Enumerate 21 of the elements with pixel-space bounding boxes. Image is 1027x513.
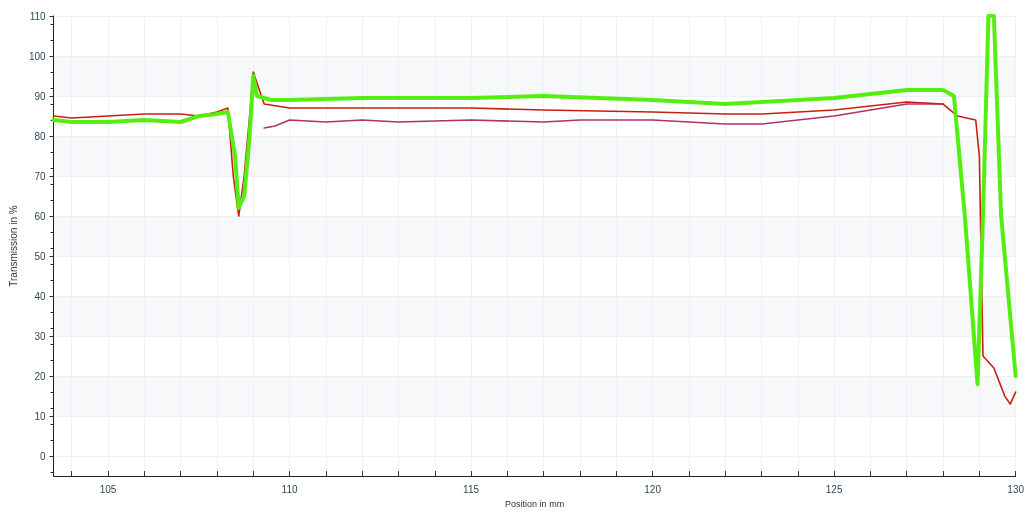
y-tick-label: 80 — [34, 130, 47, 142]
y-tick-label: 30 — [34, 330, 47, 342]
y-tick-label: 0 — [40, 450, 47, 462]
x-tick-label: 120 — [644, 483, 662, 495]
y-tick-label: 10 — [34, 410, 47, 422]
y-tick-label: 20 — [34, 370, 47, 382]
x-tick-label: 115 — [463, 483, 480, 495]
y-tick-label: 40 — [34, 290, 47, 302]
y-tick-label: 70 — [34, 170, 47, 182]
x-tick-label: 130 — [1007, 483, 1025, 495]
line-series — [51, 14, 1018, 387]
y-tick-label: 50 — [34, 250, 47, 262]
x-tick-label: 125 — [825, 483, 843, 495]
x-tick-label: 105 — [99, 483, 117, 495]
x-axis-title: Position in mm — [505, 498, 565, 509]
y-axis-title: Transmission in % — [7, 205, 19, 287]
x-tick-label: 110 — [281, 483, 298, 495]
y-tick-label: 100 — [28, 50, 47, 62]
y-tick-label: 60 — [34, 210, 47, 222]
y-tick-label: 90 — [34, 90, 47, 102]
y-tick-label: 110 — [29, 10, 47, 22]
